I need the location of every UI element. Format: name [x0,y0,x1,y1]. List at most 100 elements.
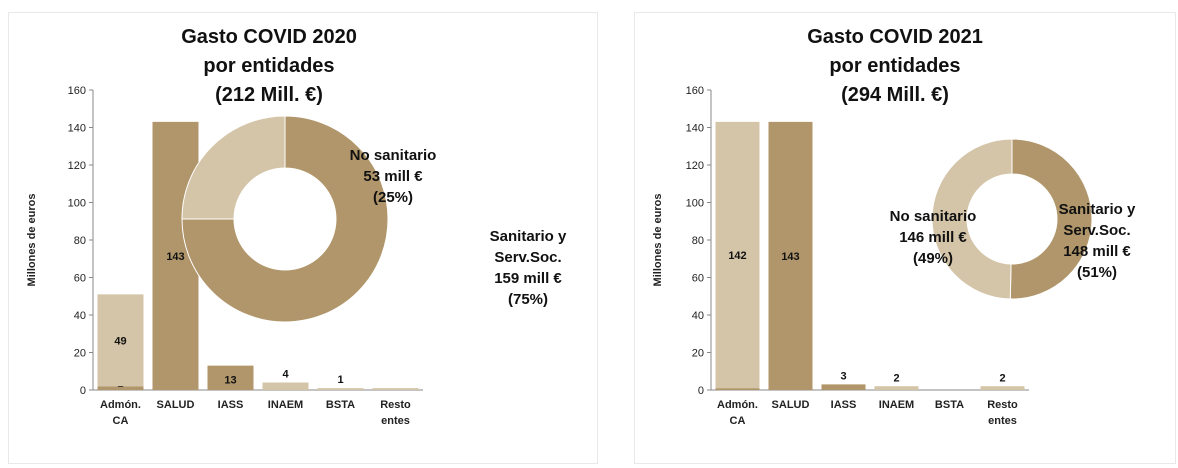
y-tick-label: 40 [692,310,704,322]
y-tick-label: 0 [80,385,86,397]
donut-label: No sanitario 146 mill € (49%) [890,208,977,267]
y-tick-label: 140 [686,123,704,135]
x-tick-label: BSTA [935,399,964,411]
y-tick-label: 20 [74,348,86,360]
y-tick-label: 80 [74,235,86,247]
x-tick-label: SALUD [157,399,195,411]
x-tick-label-line: CA [113,415,129,427]
y-tick-label: 60 [74,273,86,285]
donut-label-line: 159 mill € [494,270,562,287]
chart-panel-2021: Gasto COVID 2021 por entidades (294 Mill… [634,12,1176,464]
bar [97,386,144,390]
x-tick-label-line: INAEM [268,399,303,411]
bar [715,388,760,390]
x-tick-label-line: entes [381,415,410,427]
bar [980,386,1025,390]
y-tick-label: 140 [68,123,86,135]
data-label: 49 [114,335,126,347]
donut-label-line: Sanitario y [490,228,567,245]
x-tick-label: SALUD [772,399,810,411]
x-tick-label: INAEM [879,399,914,411]
title-line: por entidades [203,55,335,77]
x-tick-label: INAEM [268,399,303,411]
bar [372,388,419,390]
y-tick-label: 160 [68,85,86,97]
x-tick-label-line: INAEM [879,399,914,411]
data-label: 4 [282,369,289,381]
x-tick-label-line: CA [730,415,746,427]
y-tick-label: 0 [698,385,704,397]
data-label: 2 [999,372,1005,384]
y-axis-label: Millones de euros [26,194,38,287]
title-line: (212 Mill. €) [215,84,323,106]
bar [207,365,254,390]
donut-label-line: (51%) [1077,264,1117,281]
x-tick-label-line: Admón. [100,399,141,411]
chart-title: Gasto COVID 2020 por entidades (212 Mill… [9,23,529,110]
donut-slice [181,115,389,323]
chart-panel-2020: Gasto COVID 2020 por entidades (212 Mill… [8,12,598,464]
x-tick-label-line: SALUD [772,399,810,411]
data-label: 13 [224,375,236,387]
x-tick-label-line: Admón. [717,399,758,411]
y-axis-label: Millones de euros [652,194,664,287]
x-tick-label-line: SALUD [157,399,195,411]
y-tick-label: 100 [686,198,704,210]
y-tick-label: 160 [686,85,704,97]
donut-slice [181,115,286,220]
y-tick-label: 100 [68,198,86,210]
donut-slice [931,138,1013,300]
data-label: 3 [840,370,846,382]
donut-label-line: Sanitario y [1059,201,1136,218]
title-line: Gasto COVID 2021 [807,26,983,48]
x-tick-label-line: Resto [380,399,411,411]
x-tick-label: IASS [831,399,857,411]
data-label: 1 [337,374,343,386]
title-line: por entidades [829,55,961,77]
x-tick-label-line: BSTA [326,399,355,411]
x-tick-label: Admón. CA [717,399,758,427]
bar [715,121,760,389]
donut-label-line: No sanitario [350,147,437,164]
y-tick-label: 120 [686,160,704,172]
donut-label-line: 146 mill € [899,229,967,246]
y-tick-label: 20 [692,348,704,360]
donut-label-line: (25%) [373,189,413,206]
donut-label-line: 53 mill € [363,168,423,185]
x-tick-label-line: IASS [218,399,244,411]
donut-label-line: (75%) [508,291,548,308]
donut-label: Sanitario y Serv.Soc. 159 mill € (75%) [490,228,567,308]
bar [317,388,364,390]
donut-slice [1009,138,1093,300]
y-tick-label: 60 [692,273,704,285]
bar [874,386,919,390]
bar [821,384,866,390]
x-tick-label-line: Resto [987,399,1018,411]
donut-label-line: (49%) [913,250,953,267]
bar [262,382,309,390]
data-label: 143 [781,251,799,263]
x-tick-label: IASS [218,399,244,411]
x-tick-label: Admón. CA [100,399,141,427]
title-line: Gasto COVID 2020 [181,26,357,48]
data-label: 143 [166,251,184,263]
donut-label: No sanitario 53 mill € (25%) [350,147,437,206]
y-tick-label: 120 [68,160,86,172]
y-tick-label: 80 [692,235,704,247]
chart-title: Gasto COVID 2021 por entidades (294 Mill… [635,23,1155,110]
data-label: 2 [893,372,899,384]
x-tick-label-line: BSTA [935,399,964,411]
donut-label-line: 148 mill € [1063,243,1131,260]
donut-label-line: Serv.Soc. [1063,222,1130,239]
donut-label-line: No sanitario [890,208,977,225]
donut-label-line: Serv.Soc. [494,249,561,266]
bar [768,121,813,390]
x-tick-label-line: IASS [831,399,857,411]
donut-label: Sanitario y Serv.Soc. 148 mill € (51%) [1059,201,1136,281]
x-tick-label: Resto entes [987,399,1018,427]
x-tick-label: BSTA [326,399,355,411]
y-tick-label: 40 [74,310,86,322]
title-line: (294 Mill. €) [841,84,949,106]
